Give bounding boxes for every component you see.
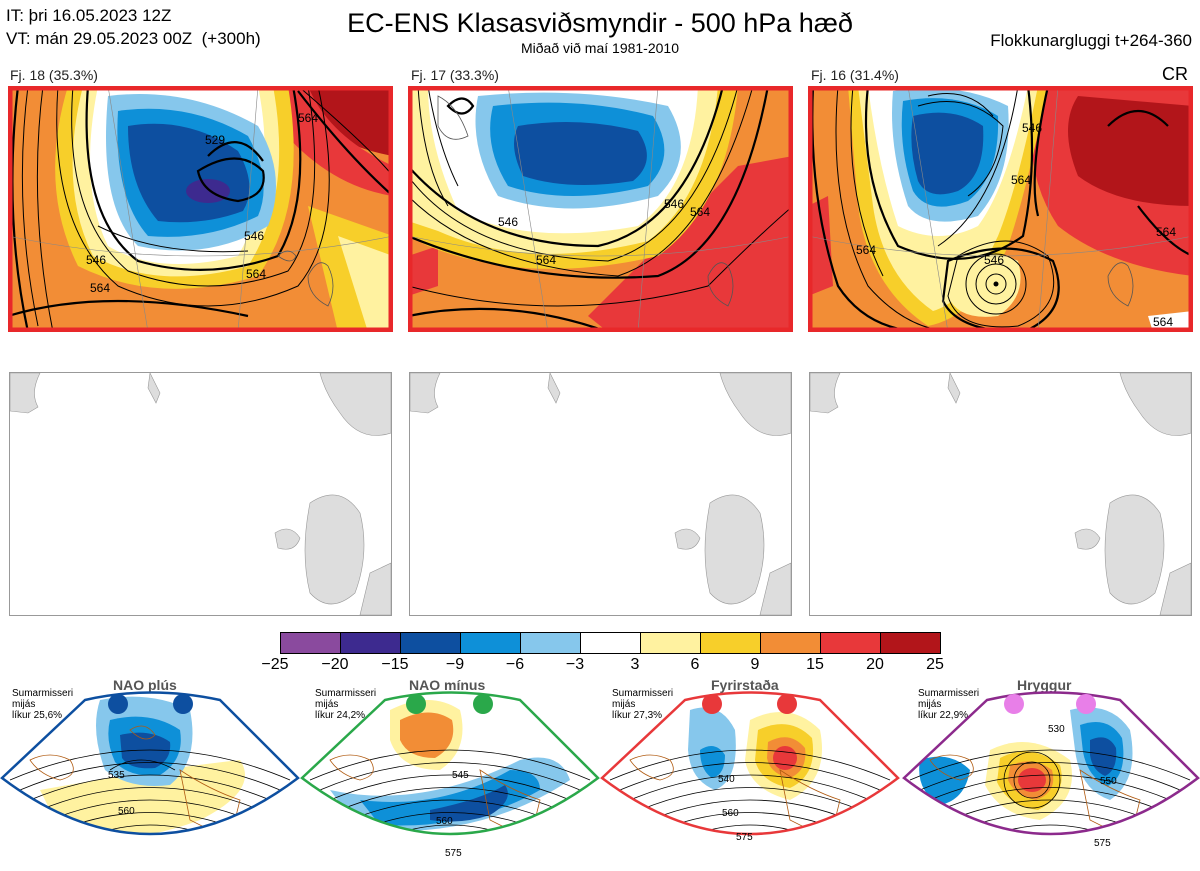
colorbar-tick: −25 — [261, 656, 289, 673]
colorbar-cell — [520, 632, 581, 654]
regime-contour-label: 575 — [1094, 838, 1111, 849]
contour-label: 564 — [246, 267, 266, 281]
cluster-map-3[interactable]: 546 546 564 564 564 564 — [808, 86, 1193, 332]
regime-maps: 535 560 545 560 575 540 560 575 530 550 … — [0, 691, 1200, 859]
colorbar-tick: 6 — [690, 656, 700, 673]
regime-2-info: Sumarmisseri mijás líkur 24,2% — [315, 688, 377, 721]
regime-4-title: Hryggur — [1017, 677, 1072, 693]
regime-map-nao-minus — [302, 692, 598, 834]
panel-1-label: Fj. 18 (35.3%) — [10, 67, 98, 83]
regime-3-dot — [777, 694, 797, 714]
regime-1-dot — [173, 694, 193, 714]
vt-line: VT: mán 29.05.2023 00Z (+300h) — [6, 29, 261, 48]
colorbar-cell — [460, 632, 521, 654]
blank-map-3[interactable] — [809, 371, 1192, 616]
regime-contour-label: 535 — [108, 770, 125, 781]
cluster-map-2[interactable]: 546 546 564 564 — [408, 86, 793, 332]
contour-label: 564 — [90, 281, 110, 295]
contour-label: 564 — [1156, 225, 1176, 239]
contour-label: 546 — [498, 215, 518, 229]
regime-3-dot — [702, 694, 722, 714]
colorbar-cell — [700, 632, 761, 654]
regime-map-blocking — [602, 692, 898, 834]
colorbar-tick: 15 — [806, 656, 824, 673]
regime-contour-label: 560 — [118, 806, 135, 817]
colorbar-cell — [580, 632, 641, 654]
panel-2-label: Fj. 17 (33.3%) — [411, 67, 499, 83]
regime-2-dot — [473, 694, 493, 714]
contour-label: 546 — [984, 253, 1004, 267]
colorbar-tick: 20 — [866, 656, 884, 673]
regime-contour-label: 530 — [1048, 724, 1065, 735]
colorbar-cell — [400, 632, 461, 654]
contour-label: 564 — [690, 205, 710, 219]
colorbar-cell — [340, 632, 401, 654]
colorbar-tick: 9 — [750, 656, 760, 673]
regime-4-dot — [1076, 694, 1096, 714]
contour-label: 564 — [298, 111, 318, 125]
contour-label: 564 — [1153, 315, 1173, 329]
regime-1-dot — [108, 694, 128, 714]
colorbar-cell — [640, 632, 701, 654]
blank-map-2[interactable] — [409, 371, 792, 616]
regime-map-ridge — [904, 692, 1198, 834]
regime-2-dot — [406, 694, 426, 714]
regime-1-info: Sumarmisseri mijás líkur 25,6% — [12, 688, 74, 721]
regime-map-nao-plus — [2, 692, 298, 834]
colorbar-tick: −9 — [445, 656, 465, 673]
regime-2-frame — [300, 691, 600, 836]
contour-label: 546 — [1022, 121, 1042, 135]
regime-3-info: Sumarmisseri mijás líkur 27,3% — [612, 688, 674, 721]
classification-window: Flokkunargluggi t+264-360 — [990, 31, 1192, 50]
colorbar-tick: 3 — [630, 656, 640, 673]
header-times: IT: þri 16.05.2023 12Z VT: mán 29.05.2023… — [6, 4, 261, 50]
colorbar-tick: 25 — [926, 656, 944, 673]
colorbar-tick: −20 — [321, 656, 349, 673]
regime-contour-label: 575 — [445, 848, 462, 859]
page-subtitle: Miðað við maí 1981-2010 — [521, 40, 679, 56]
colorbar-cell — [280, 632, 341, 654]
contour-label: 564 — [536, 253, 556, 267]
cr-label: CR — [1162, 64, 1188, 84]
colorbar-cell — [820, 632, 881, 654]
regime-contour-label: 560 — [436, 816, 453, 827]
cluster-map-1[interactable]: 529 546 546 564 564 564 — [8, 86, 393, 332]
panel-3-label: Fj. 16 (31.4%) — [811, 67, 899, 83]
regime-1-title: NAO plús — [113, 677, 177, 693]
regime-3-frame — [600, 691, 900, 836]
colorbar-cell — [760, 632, 821, 654]
regime-contour-label: 575 — [736, 832, 753, 843]
colorbar-tick: −3 — [565, 656, 585, 673]
regime-contour-label: 550 — [1100, 776, 1117, 787]
regime-contour-label: 540 — [718, 774, 735, 785]
regime-3-title: Fyrirstaða — [711, 677, 779, 693]
regime-contour-label: 545 — [452, 770, 469, 781]
blank-map-1[interactable] — [9, 371, 392, 616]
contour-label: 546 — [244, 229, 264, 243]
regime-1-frame — [0, 691, 300, 836]
regime-4-info: Sumarmisseri mijás líkur 22,9% — [918, 688, 980, 721]
contour-label: 546 — [664, 197, 684, 211]
it-line: IT: þri 16.05.2023 12Z — [6, 6, 172, 25]
page-title: EC-ENS Klasasviðsmyndir - 500 hPa hæð — [347, 8, 853, 38]
colorbar-tick: −15 — [381, 656, 409, 673]
regime-2-title: NAO mínus — [409, 677, 486, 693]
contour-label: 564 — [1011, 173, 1031, 187]
colorbar-tick: −6 — [505, 656, 525, 673]
regime-contour-label: 560 — [722, 808, 739, 819]
contour-label: 546 — [86, 253, 106, 267]
contour-label: 529 — [205, 133, 225, 147]
contour-label: 564 — [856, 243, 876, 257]
regime-4-dot — [1004, 694, 1024, 714]
regime-4-frame — [902, 691, 1200, 836]
colorbar-cell — [880, 632, 941, 654]
